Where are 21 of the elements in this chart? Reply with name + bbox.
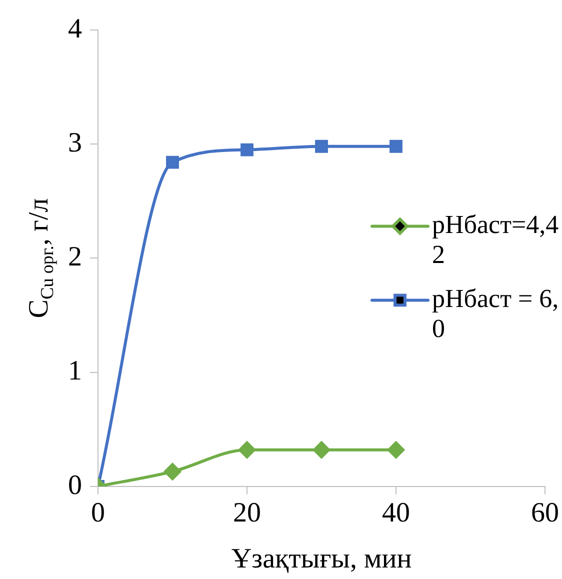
x-tick-label: 0	[91, 498, 105, 529]
y-tick-label: 4	[68, 13, 82, 44]
point	[313, 441, 330, 458]
point	[164, 463, 181, 480]
y-tick-label: 3	[68, 127, 82, 158]
point	[240, 143, 254, 156]
x-axis-title: Ұзақтығы, мин	[231, 543, 412, 574]
y-tick-label: 2	[68, 242, 82, 273]
point	[390, 140, 402, 153]
point	[238, 441, 256, 458]
point	[388, 441, 404, 458]
point	[166, 156, 179, 169]
x-tick-label: 40	[382, 498, 410, 529]
y-tick-label: 0	[68, 470, 82, 501]
point	[315, 140, 328, 153]
x-tick-label: 20	[233, 498, 261, 529]
legend-label: pHбаст=4,42	[432, 210, 559, 270]
y-tick-label: 1	[68, 356, 82, 387]
y-axis-title: CCu орг., г/л	[23, 198, 58, 318]
x-tick-label: 60	[531, 498, 559, 529]
legend-label: pHбаст = 6,0	[432, 284, 559, 344]
